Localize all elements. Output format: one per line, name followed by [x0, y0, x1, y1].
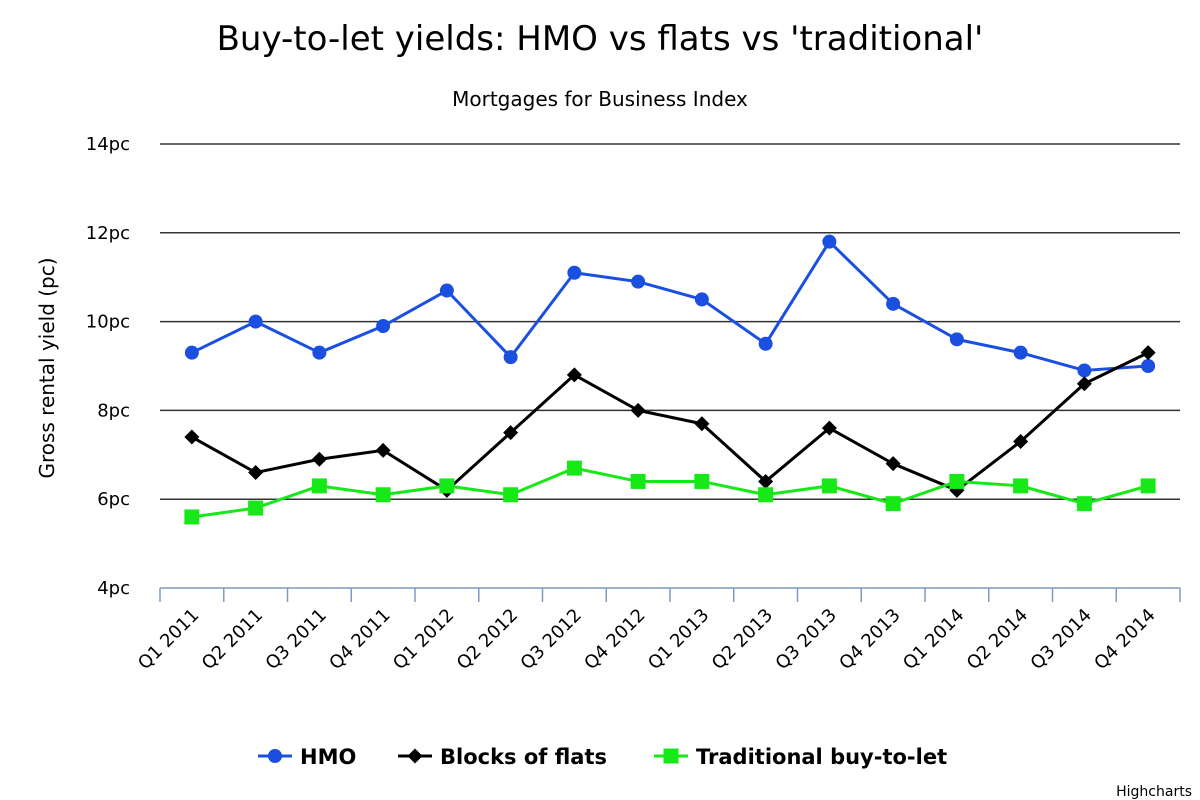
- data-point[interactable]: [311, 478, 327, 494]
- y-tick-label: 12pc: [86, 223, 130, 244]
- data-point[interactable]: [184, 345, 199, 360]
- data-point[interactable]: [694, 473, 710, 489]
- series-hmo: [184, 234, 1156, 378]
- x-tick-label: Q1 2014: [899, 605, 968, 674]
- x-tick-label: Q1 2012: [389, 605, 458, 674]
- legend-item[interactable]: Blocks of flats: [398, 745, 607, 769]
- legend-label: Blocks of flats: [440, 745, 607, 769]
- data-point[interactable]: [821, 420, 837, 436]
- data-point[interactable]: [758, 336, 773, 351]
- x-tick-label: Q2 2012: [453, 605, 522, 674]
- data-point[interactable]: [375, 487, 391, 503]
- legend-marker: [663, 748, 679, 764]
- series-line: [191, 240, 1149, 372]
- data-point[interactable]: [184, 429, 200, 445]
- x-tick-label: Q1 2013: [644, 605, 713, 674]
- data-point[interactable]: [949, 473, 965, 489]
- data-point[interactable]: [758, 473, 774, 489]
- data-point[interactable]: [503, 425, 519, 441]
- data-point[interactable]: [949, 332, 964, 347]
- data-point[interactable]: [1141, 359, 1156, 373]
- chart-credit[interactable]: Highcharts: [1116, 784, 1192, 800]
- x-tick-label: Q2 2013: [708, 605, 777, 674]
- data-point[interactable]: [1140, 345, 1156, 361]
- series-blocks-of-flats: [184, 345, 1156, 498]
- data-point[interactable]: [694, 292, 709, 307]
- data-point[interactable]: [248, 465, 264, 481]
- data-point[interactable]: [886, 296, 901, 311]
- data-point[interactable]: [1076, 496, 1092, 512]
- x-tick-label: Q4 2012: [580, 605, 649, 674]
- data-point[interactable]: [376, 319, 391, 334]
- x-tick-label: Q4 2013: [835, 605, 904, 674]
- y-tick-label: 8pc: [97, 400, 130, 421]
- series-line: [191, 466, 1149, 519]
- data-point[interactable]: [248, 314, 263, 329]
- data-point[interactable]: [1013, 433, 1029, 449]
- data-point[interactable]: [630, 473, 646, 489]
- x-tick-label: Q1 2011: [134, 605, 203, 674]
- legend-label: Traditional buy-to-let: [696, 745, 947, 769]
- y-tick-label: 6pc: [97, 489, 130, 510]
- data-point[interactable]: [311, 451, 327, 467]
- series-group: [184, 234, 1156, 525]
- chart-title: Buy-to-let yields: HMO vs flats vs 'trad…: [217, 19, 984, 59]
- x-tick-label: Q4 2011: [325, 605, 394, 674]
- series-traditional-buy-to-let: [184, 460, 1156, 525]
- data-point[interactable]: [885, 496, 901, 512]
- data-point[interactable]: [1013, 345, 1028, 360]
- data-point[interactable]: [822, 234, 837, 249]
- x-tick-label: Q3 2014: [1027, 605, 1096, 674]
- legend-marker: [268, 749, 282, 763]
- legend: HMO Blocks of flats Traditional buy-to-let: [258, 745, 947, 769]
- data-point[interactable]: [503, 350, 518, 365]
- data-point[interactable]: [566, 367, 582, 383]
- x-tick-label: Q4 2014: [1090, 605, 1159, 674]
- y-axis: 4pc 6pc 8pc 10pc 12pc 14pc: [86, 134, 130, 599]
- x-tick-label: Q3 2013: [772, 605, 841, 674]
- legend-label: HMO: [300, 745, 356, 769]
- legend-marker: [407, 748, 423, 764]
- data-point[interactable]: [694, 416, 710, 432]
- grid-lines: [160, 143, 1180, 500]
- data-point[interactable]: [758, 487, 774, 503]
- data-point[interactable]: [375, 442, 391, 458]
- data-point[interactable]: [821, 478, 837, 494]
- chart-subtitle: Mortgages for Business Index: [452, 87, 748, 111]
- series-line: [191, 351, 1149, 492]
- x-tick-label: Q3 2012: [517, 605, 586, 674]
- x-tick-label: Q2 2011: [198, 605, 267, 674]
- data-point[interactable]: [630, 402, 646, 418]
- x-tick-label: Q3 2011: [262, 605, 331, 674]
- data-point[interactable]: [1077, 363, 1092, 378]
- y-tick-label: 4pc: [97, 578, 130, 599]
- data-point[interactable]: [1140, 478, 1156, 494]
- data-point[interactable]: [503, 487, 519, 503]
- data-point[interactable]: [566, 460, 582, 476]
- y-tick-label: 10pc: [86, 312, 130, 333]
- data-point[interactable]: [439, 478, 455, 494]
- data-point[interactable]: [1076, 376, 1092, 392]
- y-axis-label: Gross rental yield (pc): [35, 257, 59, 478]
- legend-item[interactable]: Traditional buy-to-let: [654, 745, 947, 769]
- data-point[interactable]: [184, 509, 200, 525]
- data-point[interactable]: [312, 345, 327, 360]
- x-tick-label: Q2 2014: [963, 605, 1032, 674]
- data-point[interactable]: [1013, 478, 1029, 494]
- data-point[interactable]: [439, 283, 454, 298]
- data-point[interactable]: [885, 456, 901, 472]
- data-point[interactable]: [248, 500, 264, 516]
- data-point[interactable]: [567, 265, 582, 280]
- data-point[interactable]: [631, 274, 646, 289]
- y-tick-label: 14pc: [86, 134, 130, 155]
- legend-item[interactable]: HMO: [258, 745, 356, 769]
